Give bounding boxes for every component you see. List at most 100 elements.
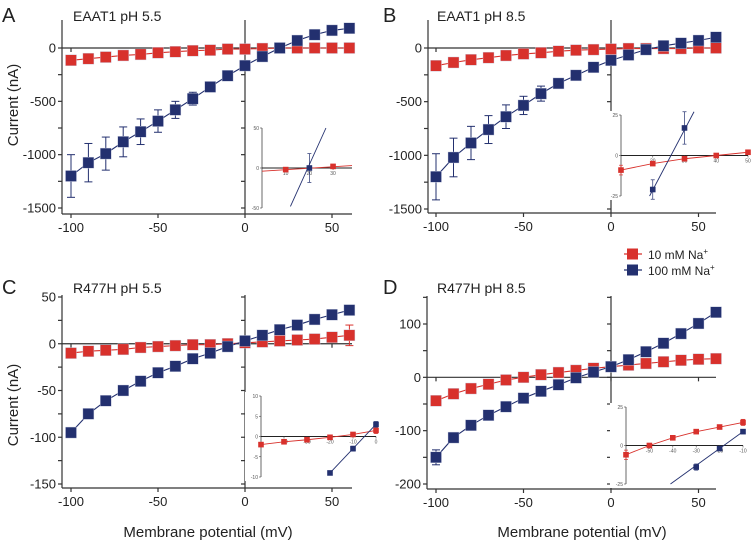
- inset-x-tick-label: 10: [283, 171, 289, 177]
- legend-item-10mM: 10 mM Na+: [624, 247, 708, 262]
- panel-b: B EAAT1 pH 8.50-500-1000-1500-100 -50 0 5025…: [383, 5, 751, 234]
- x-axis-title-right: Membrane potential (mV): [497, 524, 666, 541]
- x-tick-label: -100: [423, 219, 449, 234]
- y-tick-label: 0: [415, 41, 422, 56]
- data-point: [204, 347, 216, 359]
- x-tick-label: -50: [149, 220, 168, 235]
- legend-item-100mM: 100 mM Na+: [624, 263, 715, 278]
- data-point: [657, 337, 670, 349]
- data-point: [430, 60, 442, 72]
- data-point: [117, 136, 129, 148]
- x-tick-label: -100: [423, 495, 449, 510]
- inset-data-point: [258, 441, 264, 448]
- series-high_na: [65, 22, 356, 198]
- data-point: [622, 354, 635, 366]
- data-point: [482, 409, 495, 421]
- data-point: [430, 451, 442, 464]
- inset-x-tick-label: -10: [739, 449, 746, 455]
- series-high_na: [65, 304, 356, 439]
- data-point: [552, 379, 565, 391]
- inset-data-point: [649, 186, 656, 193]
- data-point: [100, 147, 112, 160]
- data-point: [552, 366, 565, 379]
- legend-label-100mM: 100 mM Na+: [648, 263, 715, 278]
- data-point: [640, 346, 652, 358]
- inset-series-high_na: [327, 421, 379, 476]
- data-point: [82, 408, 95, 420]
- data-point: [605, 43, 617, 55]
- inset-y-tick-label: -10: [251, 475, 258, 481]
- data-point: [221, 43, 234, 55]
- data-point: [65, 426, 77, 439]
- y-tick-label: -1000: [389, 148, 422, 163]
- inset-fit-line: [670, 431, 744, 485]
- data-point: [517, 99, 530, 112]
- data-point: [465, 382, 477, 395]
- inset-series-high_na: [649, 111, 695, 200]
- data-point: [187, 44, 199, 57]
- data-point: [605, 54, 617, 67]
- data-point: [239, 335, 251, 347]
- panel-letter: D: [383, 277, 397, 299]
- data-point: [308, 333, 321, 345]
- data-point: [134, 341, 147, 354]
- inset-series-low_na: [258, 426, 379, 448]
- data-point: [274, 335, 286, 347]
- data-point: [570, 372, 582, 384]
- inset-data-point: [281, 438, 287, 445]
- inset-y-tick-label: -25: [616, 482, 623, 488]
- data-point: [675, 37, 687, 49]
- x-axis-title-left: Membrane potential (mV): [123, 524, 292, 541]
- data-point: [692, 317, 705, 330]
- data-point: [274, 42, 286, 54]
- panel-a: A EAAT1 pH 5.50-500-1000-1500-100 -50 0 5050…: [2, 5, 356, 235]
- y-tick-label: 0: [414, 370, 421, 385]
- data-point: [343, 22, 356, 34]
- inset-data-point: [282, 166, 289, 173]
- series-low_na: [430, 42, 722, 72]
- data-point: [117, 384, 129, 397]
- data-point: [169, 104, 182, 116]
- panel-title: R477H pH 8.5: [437, 280, 526, 296]
- data-point: [187, 92, 199, 105]
- y-tick-label: -100: [30, 430, 56, 445]
- panel-letter: C: [2, 277, 16, 299]
- inset-data-point: [330, 163, 336, 170]
- inset-data-point: [681, 155, 688, 162]
- inset-data-point: [304, 436, 310, 443]
- data-point: [517, 48, 530, 60]
- data-point: [65, 170, 77, 182]
- data-point: [100, 344, 112, 356]
- data-point: [552, 45, 565, 57]
- data-point: [430, 171, 442, 183]
- y-tick-label: -500: [30, 94, 56, 109]
- data-point: [587, 43, 600, 56]
- inset-data-point: [693, 464, 699, 470]
- data-point: [134, 126, 147, 138]
- inset-data-point: [740, 428, 746, 435]
- data-point: [308, 42, 321, 54]
- data-point: [517, 392, 530, 404]
- panel-title: EAAT1 pH 5.5: [73, 8, 162, 24]
- data-point: [134, 375, 147, 387]
- inset-x-tick-label: 0: [375, 440, 378, 446]
- data-point: [256, 50, 269, 63]
- data-point: [239, 43, 251, 55]
- y-tick-label: -1000: [23, 147, 56, 162]
- inset-data-point: [745, 149, 751, 156]
- data-point: [187, 353, 199, 365]
- inset-y-tick-label: 0: [620, 444, 623, 450]
- data-point: [291, 319, 303, 331]
- data-point: [274, 324, 286, 336]
- x-tick-label: -50: [149, 494, 168, 509]
- data-point: [291, 34, 303, 47]
- data-point: [447, 388, 460, 400]
- inset-data-point: [716, 424, 723, 430]
- inset-b: 250-2520304050: [605, 111, 751, 200]
- data-point: [482, 378, 495, 390]
- inset-x-tick-label: -30: [693, 449, 700, 455]
- data-point: [710, 31, 722, 43]
- data-point: [221, 70, 234, 82]
